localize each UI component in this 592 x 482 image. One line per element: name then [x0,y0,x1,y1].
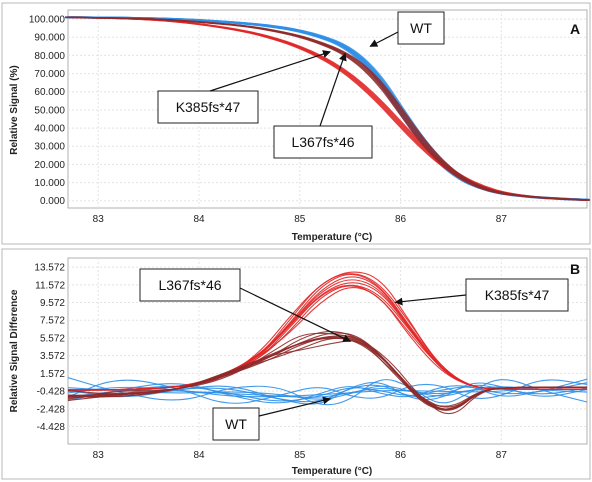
callout-a-l367-arrow [319,52,347,127]
panel-b: -4.428 -2.428 -0.428 1.572 3.572 5.572 7.572 9.… [1,248,591,480]
callout-b-wt-arrow [258,396,331,417]
y-tick-label: 80.000 [34,51,65,62]
series-line-wt [67,378,588,404]
y-tick-label: -2.428 [37,404,66,415]
x-tick-label: 87 [496,450,508,461]
panel-b-y-axis-label: Relative Signal Difference [9,289,20,412]
callout-b-l367-label: L367fs*46 [158,277,221,293]
panel-a-plot-area [67,9,588,209]
x-tick-label: 84 [193,214,205,225]
x-tick-label: 83 [93,450,105,461]
y-tick-label: 10.000 [34,178,65,189]
callout-b-k385: K385fs*47 [394,278,569,312]
panel-a: 0.000 10.000 20.000 30.000 40.000 50.000 60.00… [1,2,591,245]
y-tick-label: 9.572 [40,298,65,309]
panel-a-tick-labels: 0.000 10.000 20.000 30.000 40.000 50.000 60.00… [29,15,507,225]
callout-b-l367: L367fs*46 [139,268,352,342]
y-tick-label: 1.572 [40,369,65,380]
panel-b-letter: B [570,261,580,277]
y-tick-label: 90.000 [34,33,65,44]
series-line-l367 [70,16,591,201]
x-tick-label: 87 [496,214,508,225]
y-tick-label: 60.000 [34,87,65,98]
y-tick-label: -0.428 [37,387,66,398]
callout-a-l367-box [273,125,373,159]
callout-b-l367-box [139,268,241,302]
callout-a-wt: WT [369,11,445,47]
x-tick-label: 85 [294,214,306,225]
series-line-k385 [70,16,591,201]
panel-a-x-axis-label: Temperature (°C) [292,232,373,243]
callout-b-wt: WT [212,396,331,441]
callout-a-l367: L367fs*46 [273,52,373,159]
y-tick-label: 13.572 [34,263,65,274]
panel-b-x-axis-label: Temperature (°C) [292,466,373,477]
callout-a-k385-arrow [209,50,331,92]
panel-a-series [64,16,591,201]
callout-b-l367-arrow [239,287,352,342]
x-tick-label: 86 [395,450,407,461]
callout-a-wt-label: WT [410,20,432,36]
series-line-wt [67,379,588,404]
callout-a-k385-box [157,90,259,124]
y-tick-label: 11.572 [35,280,65,291]
callout-b-wt-box [212,407,260,441]
panel-b-tick-labels: -4.428 -2.428 -0.428 1.572 3.572 5.572 7.572 9.… [34,263,507,461]
callout-a-wt-arrow [369,31,399,47]
callout-a-k385: K385fs*47 [157,50,331,124]
x-tick-label: 86 [395,214,407,225]
panel-a-letter: A [570,21,580,37]
panel-b-series [67,271,588,415]
y-tick-label: 5.572 [40,333,65,344]
callout-b-k385-label: K385fs*47 [485,287,550,303]
y-tick-label: 20.000 [34,160,65,171]
x-tick-label: 85 [294,450,306,461]
y-tick-label: 7.572 [40,316,65,327]
callout-b-wt-label: WT [225,416,247,432]
y-tick-label: 70.000 [34,69,65,80]
y-tick-label: 0.000 [40,196,65,207]
callout-b-k385-box [465,278,569,312]
y-tick-label: 40.000 [34,124,65,135]
series-line-k385 [68,271,587,391]
y-tick-label: -4.428 [37,422,66,433]
panel-a-y-axis-label: Relative Signal (%) [9,65,20,154]
y-tick-label: 30.000 [34,142,65,153]
y-tick-label: 3.572 [40,351,65,362]
y-tick-label: 100.000 [29,15,66,26]
callout-b-k385-arrow [394,294,467,306]
y-tick-label: 50.000 [34,105,65,116]
callout-a-k385-label: K385fs*47 [176,99,241,115]
x-tick-label: 83 [93,214,105,225]
callout-a-l367-label: L367fs*46 [291,134,354,150]
x-tick-label: 84 [193,450,205,461]
callout-a-wt-box [397,11,445,45]
